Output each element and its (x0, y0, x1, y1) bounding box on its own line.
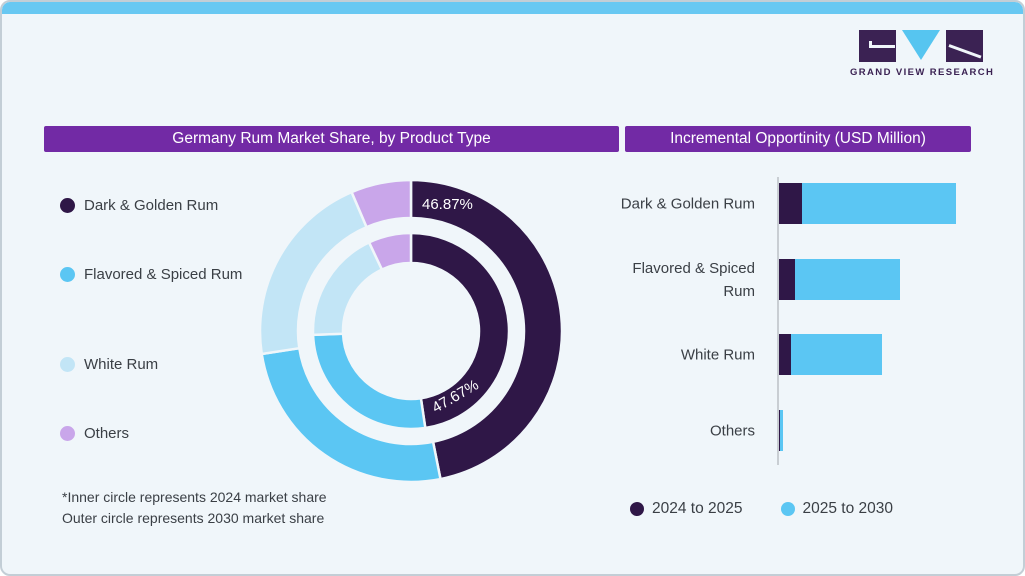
donut-outer-ring-value-label: 46.87% (422, 196, 473, 213)
bar-row-2 (779, 334, 882, 375)
bar-category-label-1: Flavored & Spiced Rum (555, 257, 755, 303)
bar-segment-1-series-0 (779, 259, 795, 300)
bar-category-label-line: Dark & Golden Rum (620, 195, 755, 212)
bar-category-label-line: Flavored & Spiced (632, 259, 755, 277)
gvr-logo-r-icon (946, 30, 983, 62)
gvr-logo-g-icon (859, 30, 896, 62)
gvr-logo-marks (850, 30, 992, 64)
bar-category-label-2: White Rum (555, 343, 755, 366)
bar-category-label-line: Rum (723, 282, 755, 300)
bar-legend-item-1: 2025 to 2030 (780, 500, 894, 518)
bar-row-1 (779, 259, 900, 300)
legend-swatch-icon (60, 357, 75, 372)
legend-item-label: Dark & Golden Rum (84, 197, 219, 214)
donut-inner-2024-segment-0 (409, 231, 511, 430)
legend-item-2: White Rum (60, 354, 249, 376)
legend-item-label: Others (84, 425, 130, 442)
footnote-line-2: Outer circle represents 2030 market shar… (62, 510, 325, 526)
donut-footnote: *Inner circle represents 2024 market sha… (62, 487, 327, 529)
legend-item-0: Dark & Golden Rum (60, 195, 249, 217)
bar-category-label-line: Others (709, 422, 755, 439)
bar-legend-label: 2024 to 2025 (652, 500, 743, 517)
legend-swatch-icon (60, 267, 75, 282)
bar-segment-0-series-0 (779, 183, 802, 224)
footnote-line-1: *Inner circle represents 2024 market sha… (62, 489, 327, 505)
bar-segment-2-series-0 (779, 334, 791, 375)
bar-legend-swatch-icon (630, 502, 644, 516)
donut-chart (258, 178, 564, 484)
bar-legend-label: 2025 to 2030 (802, 500, 894, 517)
bar-segment-3-series-0 (779, 410, 780, 451)
bar-legend-item-0: 2024 to 2025 (630, 500, 743, 518)
right-panel-title: Incremental Opportinity (USD Million) (625, 126, 971, 152)
bar-segment-1-series-1 (795, 259, 900, 300)
gvr-logo: GRAND VIEW RESEARCH (850, 30, 995, 78)
legend-swatch-icon (60, 426, 75, 441)
bar-segment-2-series-1 (791, 334, 882, 375)
bar-legend-swatch-icon (780, 502, 795, 516)
legend-swatch-icon (60, 198, 75, 213)
gvr-logo-text: GRAND VIEW RESEARCH (850, 67, 995, 78)
donut-outer-2030-segment-3 (349, 178, 413, 229)
bar-row-0 (779, 183, 956, 224)
bar-chart-legend: 2024 to 2025 2025 to 2030 (630, 500, 893, 518)
legend-item-1: Flavored & Spiced Rum (60, 264, 249, 286)
bar-category-label-0: Dark & Golden Rum (555, 192, 755, 215)
bar-category-label-line: White Rum (680, 346, 755, 363)
donut-inner-2024-segment-3 (367, 231, 413, 272)
top-accent-bar (2, 2, 1023, 14)
gvr-logo-v-icon (902, 30, 940, 60)
legend-item-3: Others (60, 423, 249, 445)
legend-item-label: White Rum (84, 356, 159, 373)
bar-segment-0-series-1 (802, 183, 956, 224)
bar-segment-3-series-1 (779, 410, 783, 451)
bar-row-3 (779, 410, 783, 451)
bar-chart-axis-line (777, 177, 779, 465)
bar-category-label-3: Others (555, 419, 755, 442)
donut-outer-2030-segment-0 (409, 178, 564, 481)
left-panel-title: Germany Rum Market Share, by Product Typ… (44, 126, 619, 152)
legend-item-label: Flavored & Spiced Rum (84, 266, 243, 283)
